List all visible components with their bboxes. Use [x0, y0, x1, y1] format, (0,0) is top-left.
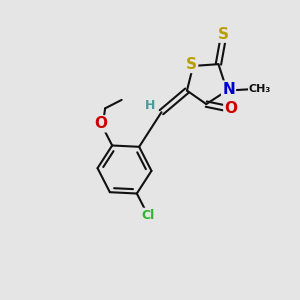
Text: N: N — [222, 82, 235, 97]
Text: S: S — [218, 27, 229, 42]
Text: S: S — [186, 57, 197, 72]
Text: O: O — [224, 101, 237, 116]
Text: Cl: Cl — [141, 209, 154, 222]
Text: CH₃: CH₃ — [249, 84, 271, 94]
Text: O: O — [94, 116, 108, 131]
Text: H: H — [145, 99, 155, 112]
